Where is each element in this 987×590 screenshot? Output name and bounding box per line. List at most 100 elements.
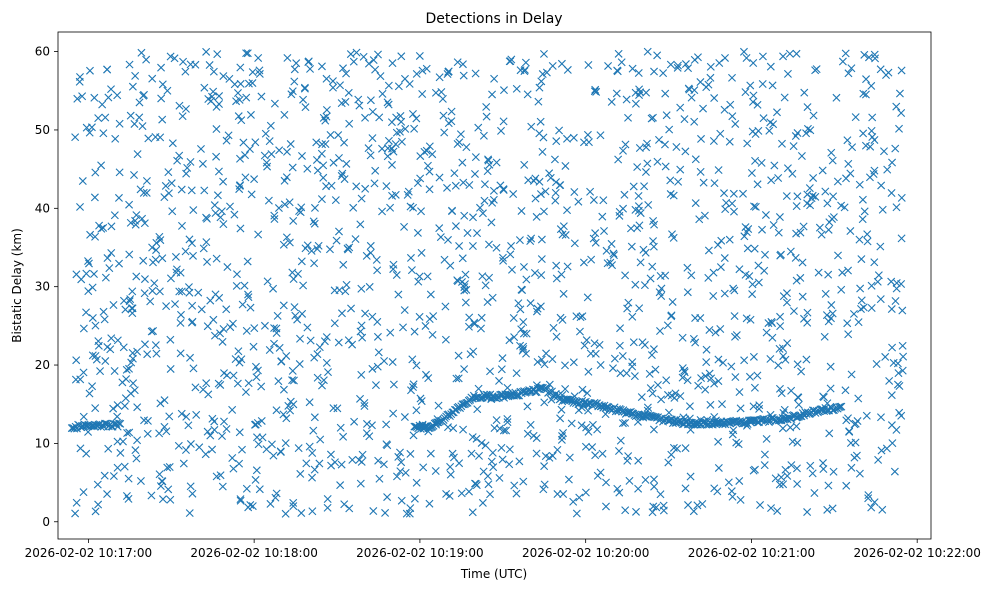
data-point [676,392,685,401]
data-point [273,311,282,320]
data-point [751,156,760,165]
data-point [605,404,614,413]
data-point [319,161,328,170]
data-point [328,77,337,86]
data-point [740,356,749,365]
data-point [555,126,564,135]
data-point [436,233,445,242]
data-point [793,438,802,447]
data-point [512,84,521,93]
data-point [681,147,690,156]
data-point [308,473,317,482]
x-tick-label: 2026-02-02 10:22:00 [853,546,980,560]
data-point [539,49,548,58]
data-point [765,126,774,135]
data-point [635,91,644,100]
data-point [798,292,807,301]
data-point [444,119,453,128]
data-point [620,190,629,199]
data-point [118,378,127,387]
data-point [364,59,373,68]
data-point [482,102,491,111]
data-point [290,77,299,86]
data-point [106,345,115,354]
data-point [892,203,901,212]
data-point [84,287,93,296]
data-point [648,389,657,398]
data-point [423,272,432,281]
data-point [282,414,291,423]
data-point [368,107,377,116]
data-point [825,218,834,227]
data-point [242,326,251,335]
data-point [274,377,283,386]
data-point [487,218,496,227]
data-point [455,138,464,147]
data-point [498,455,507,464]
data-point [523,402,532,411]
data-point [468,241,477,250]
data-point [775,213,784,222]
data-point [94,114,103,123]
data-point [274,204,283,213]
data-point [410,494,419,503]
data-point [569,133,578,142]
data-point [505,336,514,345]
data-point [369,56,378,65]
data-point [497,365,506,374]
data-point [635,221,644,230]
data-point [291,311,300,320]
data-point [533,304,542,313]
data-point [595,340,604,349]
data-point [399,323,408,332]
data-point [269,451,278,460]
data-point [512,369,521,378]
data-point [515,457,524,466]
data-point [713,487,722,496]
data-point [206,431,215,440]
data-point [156,133,165,142]
data-point [116,419,125,428]
data-point [208,445,217,454]
data-point [392,472,401,481]
data-point [219,177,228,186]
data-point [532,449,541,458]
data-point [639,245,648,254]
data-point [591,451,600,460]
data-point [380,356,389,365]
data-point [101,273,110,282]
data-point [339,64,347,73]
data-point [510,481,519,490]
data-point [674,177,683,186]
data-point [633,417,642,426]
data-point [793,360,802,369]
data-point [189,364,198,373]
data-point [246,303,255,312]
data-point [158,80,167,89]
data-point [435,73,444,82]
data-point [578,385,587,394]
data-point [870,50,879,59]
data-point [176,310,185,319]
data-point [379,460,388,469]
data-point [792,229,801,238]
data-point [126,218,135,227]
data-point [451,181,460,190]
data-point [173,156,182,165]
data-point [873,277,882,286]
data-point [75,77,84,86]
data-point [91,352,100,361]
data-point [825,429,834,438]
data-point [848,143,857,152]
data-point [457,489,466,498]
data-point [574,197,583,206]
data-point [617,58,626,67]
data-point [515,236,524,245]
data-point [881,352,890,361]
data-point [497,443,506,452]
data-point [641,475,650,484]
data-point [590,339,599,348]
data-point [255,66,264,75]
data-point [388,358,397,367]
data-point [749,416,758,425]
